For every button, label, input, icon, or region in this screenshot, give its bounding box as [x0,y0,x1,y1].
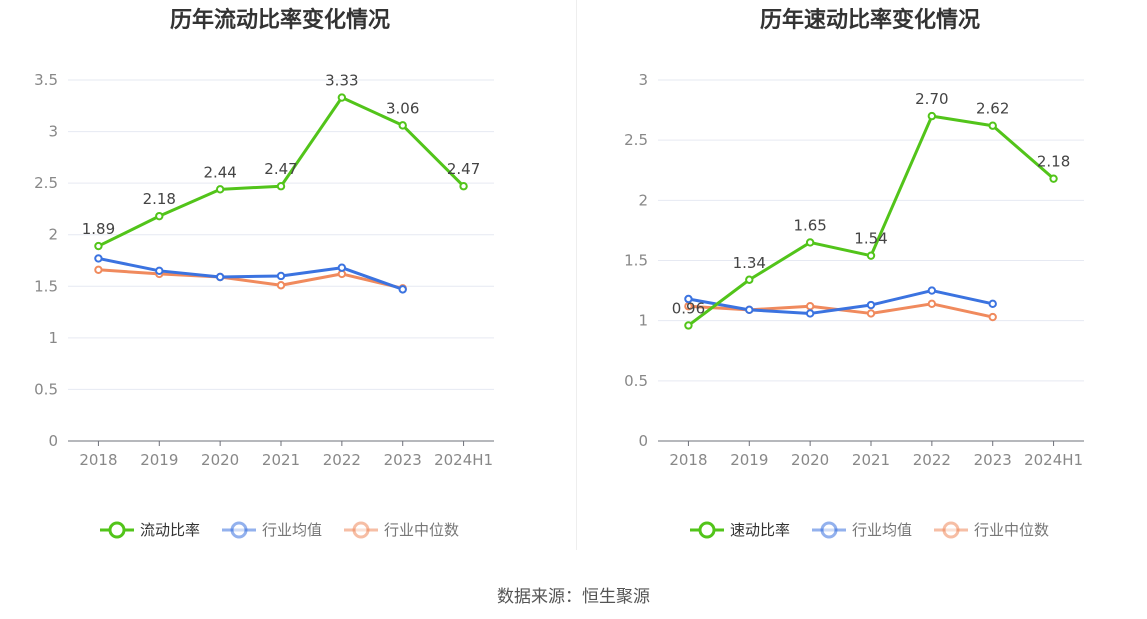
data-point [215,272,225,282]
x-tick-label: 2023 [974,451,1012,469]
data-point [94,254,103,263]
legend-marker[interactable] [108,521,126,539]
data-label: 2.47 [264,160,297,178]
y-tick-label: 0.5 [34,380,58,398]
x-tick-label: 2024H1 [434,451,493,469]
y-tick-label: 0 [638,432,648,450]
series-line [98,256,404,291]
y-tick-label: 3 [638,71,648,89]
data-label: 1.65 [793,216,826,234]
x-tick-label: 2022 [913,451,951,469]
legend-label[interactable]: 行业均值 [262,521,322,539]
y-tick-label: 2.5 [624,131,648,149]
data-point [684,294,693,304]
data-point [805,302,815,311]
data-point [805,309,815,318]
data-point [155,266,164,276]
data-point [805,238,815,247]
data-point [459,182,468,191]
y-tick-label: 1 [638,312,648,330]
series-line [687,114,1055,327]
x-tick-label: 2020 [791,451,829,469]
data-label: 1.89 [82,220,115,238]
chart-title-current-ratio: 历年流动比率变化情况 [169,8,390,33]
data-point [398,285,407,294]
data-point [866,309,876,318]
data-point [215,185,225,194]
y-tick-label: 3.5 [34,71,58,89]
legend-marker[interactable] [942,521,960,539]
data-point [927,111,937,121]
data-label: 2.18 [1037,153,1070,171]
data-label: 2.18 [143,190,176,208]
y-tick-label: 3 [48,123,58,141]
legend-label[interactable]: 行业中位数 [974,521,1049,539]
chart-title-quick-ratio: 历年速动比率变化情况 [759,8,980,33]
data-label: 1.54 [854,230,887,248]
data-label: 0.96 [672,299,705,317]
legend-label[interactable]: 速动比率 [730,521,790,539]
y-tick-label: 2 [48,226,58,244]
data-point [684,321,693,330]
y-tick-label: 2 [638,191,648,209]
data-point [988,299,997,309]
data-point [866,251,876,260]
x-tick-label: 2022 [323,451,361,469]
data-label: 3.33 [325,72,358,90]
data-label: 3.06 [386,99,419,117]
x-tick-label: 2020 [201,451,239,469]
y-tick-label: 1.5 [624,252,648,270]
data-point [155,211,164,221]
data-point [927,299,937,309]
legend-marker[interactable] [352,521,370,539]
legend-label[interactable]: 行业中位数 [384,521,459,539]
series-line [98,268,404,290]
x-tick-label: 2021 [852,451,890,469]
data-point [337,93,347,102]
legend-label[interactable]: 行业均值 [852,521,912,539]
data-point [866,300,876,310]
data-point [988,121,997,130]
legend-marker[interactable] [230,521,248,539]
data-point [988,312,997,322]
data-point [337,263,347,272]
x-tick-label: 2021 [262,451,300,469]
x-tick-label: 2023 [384,451,422,469]
data-point [276,182,286,191]
y-tick-label: 1 [48,329,58,347]
data-source-note: 数据来源：恒生聚源 [497,587,650,607]
data-label: 2.44 [203,163,236,181]
series-line [688,289,994,315]
legend-marker[interactable] [698,521,716,539]
y-tick-label: 0.5 [624,372,648,390]
x-tick-label: 2019 [140,451,178,469]
chart-divider [576,0,577,550]
x-tick-label: 2018 [79,451,117,469]
data-point [745,305,754,315]
data-label: 2.70 [915,90,948,108]
y-tick-label: 0 [48,432,58,450]
legend-label[interactable]: 流动比率 [140,521,200,539]
data-point [94,241,103,251]
data-point [398,121,407,130]
y-tick-label: 1.5 [34,277,58,295]
x-tick-label: 2019 [730,451,768,469]
x-tick-label: 2018 [669,451,707,469]
data-point [1049,174,1058,183]
data-label: 2.62 [976,100,1009,118]
data-point [927,286,937,295]
data-point [745,275,754,284]
data-point [276,271,286,281]
x-tick-label: 2024H1 [1024,451,1083,469]
y-tick-label: 2.5 [34,174,58,192]
current-ratio-chart: 0 0.5 1 1.5 2 2.5 3 3.5 2018 2019 2020 2021 2022 2023… [34,71,494,539]
data-point [94,265,103,274]
data-point [276,281,286,290]
legend-marker[interactable] [820,521,838,539]
data-label: 2.47 [447,160,480,178]
data-label: 1.34 [733,254,766,272]
quick-ratio-chart: 0 0.5 1 1.5 2 2.5 3 2018 2019 2020 2021 2022 2023 202… [624,71,1084,539]
